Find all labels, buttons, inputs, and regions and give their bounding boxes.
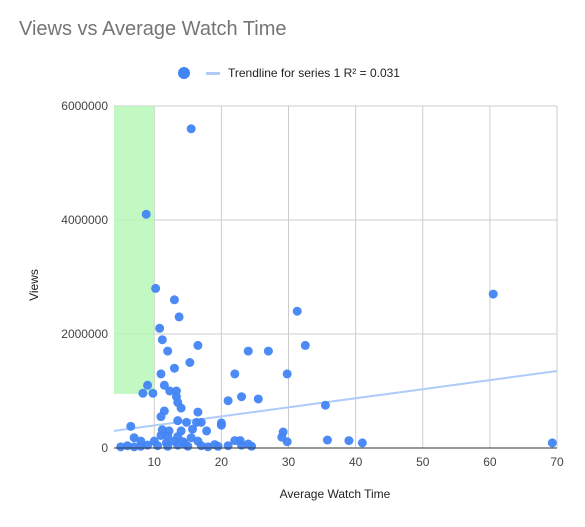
data-point <box>156 430 166 440</box>
y-axis-title: Views <box>27 269 41 301</box>
data-point <box>156 369 166 379</box>
y-tick-label: 6000000 <box>61 99 108 113</box>
y-tick-label: 4000000 <box>61 213 108 227</box>
data-point <box>181 417 191 427</box>
data-point <box>243 439 253 449</box>
data-point <box>282 369 292 379</box>
grid-lines <box>114 105 558 448</box>
data-point <box>196 417 206 427</box>
data-point <box>153 441 163 451</box>
data-points <box>116 124 557 452</box>
data-point <box>547 438 557 448</box>
legend-series-marker <box>178 67 190 79</box>
data-point <box>216 420 226 430</box>
data-point <box>143 380 153 390</box>
data-point <box>148 388 158 398</box>
data-point <box>138 388 148 398</box>
y-tick-label: 0 <box>101 441 108 455</box>
highlight-region-layer <box>114 106 155 394</box>
data-point <box>165 386 175 396</box>
data-point <box>300 340 310 350</box>
data-point <box>237 392 247 402</box>
data-point <box>185 358 195 367</box>
data-point <box>253 394 263 404</box>
data-point <box>126 421 136 431</box>
data-point <box>193 407 203 417</box>
data-point <box>188 424 198 434</box>
data-point <box>143 440 153 450</box>
data-point <box>202 426 212 436</box>
data-point <box>230 369 240 379</box>
data-point <box>179 438 189 448</box>
data-point <box>243 346 253 356</box>
data-point <box>282 437 292 447</box>
legend: Trendline for series 1 R² = 0.031 <box>178 66 400 80</box>
data-point <box>129 433 139 443</box>
data-point <box>151 283 161 293</box>
x-tick-label: 20 <box>215 455 229 469</box>
data-point <box>186 124 196 134</box>
data-point <box>173 416 183 426</box>
x-tick-label: 30 <box>282 455 296 469</box>
data-point <box>169 363 179 373</box>
data-point <box>263 346 273 356</box>
data-point <box>344 436 354 446</box>
legend-trendline-marker <box>206 71 220 75</box>
data-point <box>357 438 367 448</box>
x-tick-label: 60 <box>483 455 497 469</box>
data-point <box>161 438 171 448</box>
x-tick-label: 40 <box>349 455 363 469</box>
data-point <box>136 441 146 451</box>
data-point <box>223 396 233 406</box>
data-point <box>237 440 247 450</box>
data-point <box>223 441 233 451</box>
data-point <box>322 435 332 445</box>
data-point <box>141 209 151 219</box>
chart-title: Views vs Average Watch Time <box>19 18 287 40</box>
data-point <box>155 323 165 333</box>
highlight-region <box>114 106 155 394</box>
data-point <box>157 335 167 345</box>
y-tick-label: 2000000 <box>61 327 108 341</box>
data-point <box>116 442 126 452</box>
data-point <box>169 295 179 305</box>
data-point <box>186 433 196 443</box>
data-point <box>488 289 498 299</box>
data-point <box>210 440 220 450</box>
data-point <box>292 306 302 316</box>
x-tick-label: 70 <box>550 455 564 469</box>
data-point <box>159 380 169 390</box>
data-point <box>156 412 166 422</box>
data-point <box>193 340 203 350</box>
legend-trendline-label: Trendline for series 1 R² = 0.031 <box>228 66 400 80</box>
x-tick-label: 10 <box>148 455 162 469</box>
x-axis-title: Average Watch Time <box>280 487 391 501</box>
data-point <box>163 346 173 356</box>
data-point <box>174 312 184 322</box>
axes: 0 2000000 4000000 6000000 10 20 30 40 50 60 70 <box>61 99 564 469</box>
data-point <box>320 400 330 410</box>
data-point <box>176 403 186 413</box>
x-tick-label: 50 <box>416 455 430 469</box>
data-point <box>129 442 139 452</box>
